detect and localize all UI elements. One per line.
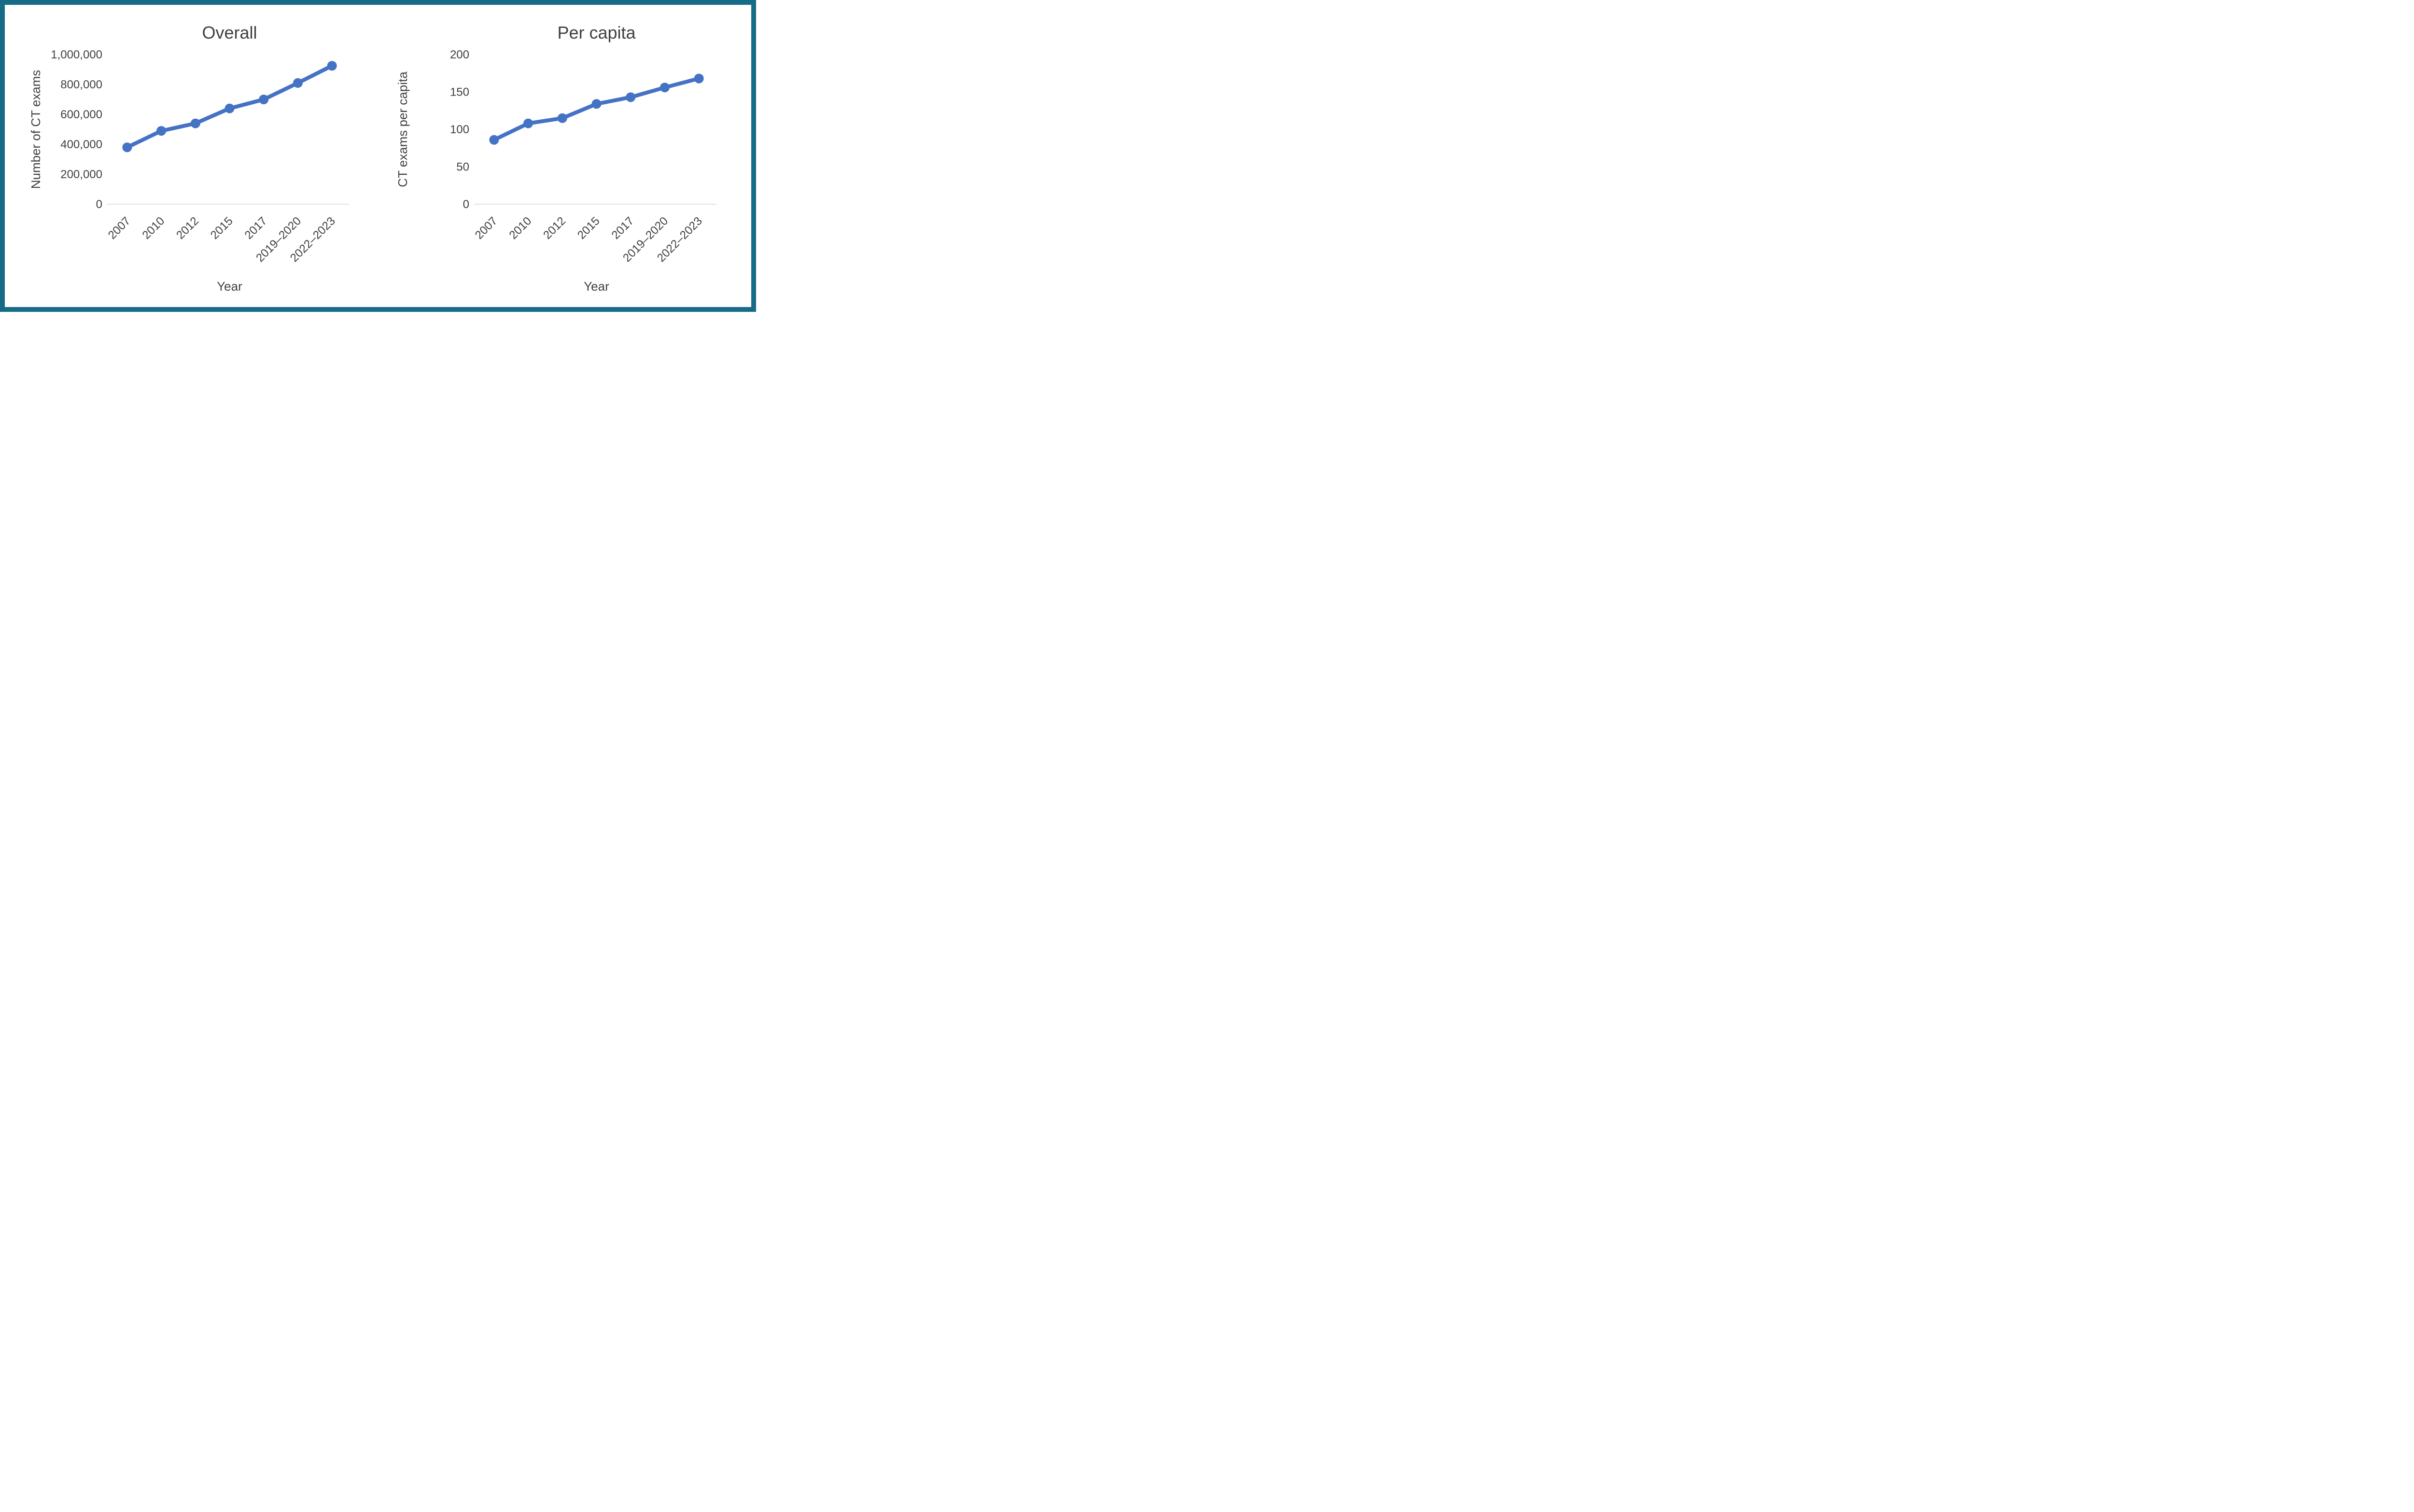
data-point [489, 135, 499, 145]
chart-title: Overall [202, 23, 257, 42]
data-point [122, 142, 132, 153]
data-point [327, 61, 337, 71]
y-tick-label: 0 [96, 198, 102, 211]
y-tick-label: 150 [450, 86, 469, 99]
x-tick-label: 2017 [242, 214, 270, 242]
data-point [591, 99, 602, 109]
chart-svg: Overall 0 200,000 400,000 600,000 800,000 1,00… [28, 23, 349, 294]
x-tick-label: 2017 [609, 214, 637, 242]
x-tick-label: 2010 [506, 214, 534, 242]
y-tick-label: 600,000 [60, 108, 102, 121]
data-point [694, 73, 704, 84]
y-tick-label: 400,000 [60, 138, 102, 151]
chart-per-capita: Per capita 0 50 100 150 200 CT exams per capit… [393, 14, 730, 298]
chart-svg: Per capita 0 50 100 150 200 CT exams per capit… [395, 23, 716, 294]
y-tick-label: 800,000 [60, 78, 102, 91]
x-tick-label: 2010 [140, 214, 167, 242]
chart-title: Per capita [557, 23, 636, 42]
x-axis-title: Year [584, 279, 609, 294]
x-tick-label: 2015 [208, 214, 236, 242]
data-point [523, 118, 533, 128]
charts-row: Overall 0 200,000 400,000 600,000 800,000 1,00… [26, 14, 730, 298]
y-tick-label: 0 [463, 198, 469, 211]
y-axis-title: Number of CT exams [28, 70, 43, 189]
data-point [626, 92, 636, 102]
x-axis-title: Year [217, 279, 242, 294]
x-tick-label: 2007 [106, 214, 133, 242]
data-point [259, 95, 269, 104]
page-frame: Overall 0 200,000 400,000 600,000 800,000 1,00… [0, 0, 756, 312]
y-tick-label: 1,000,000 [51, 48, 102, 61]
data-point [293, 78, 303, 88]
data-point [225, 103, 235, 113]
y-tick-label: 100 [450, 123, 469, 136]
data-point [660, 83, 670, 93]
y-tick-label: 200,000 [60, 168, 102, 181]
x-tick-label: 2012 [541, 214, 568, 242]
y-tick-label: 50 [456, 161, 469, 174]
x-tick-label: 2007 [473, 214, 500, 242]
x-tick-label: 2012 [174, 214, 201, 242]
data-point [190, 118, 200, 128]
y-tick-label: 200 [450, 48, 469, 61]
data-point [557, 113, 567, 123]
chart-overall: Overall 0 200,000 400,000 600,000 800,000 1,00… [26, 14, 364, 298]
data-point [156, 126, 167, 136]
y-axis-title: CT exams per capita [395, 71, 410, 187]
x-tick-label: 2015 [575, 214, 603, 242]
